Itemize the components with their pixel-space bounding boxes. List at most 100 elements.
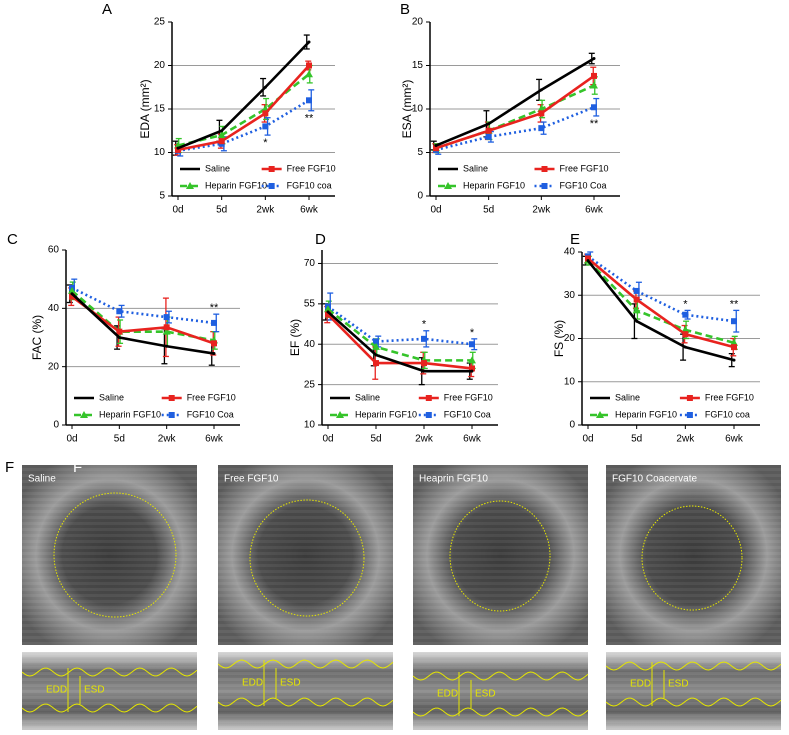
mmode-label: ESD: [280, 678, 301, 689]
marker: [374, 353, 378, 357]
marker: [80, 411, 88, 418]
marker: [591, 104, 597, 111]
marker: [421, 360, 427, 367]
marker: [163, 324, 170, 331]
y-tick-label: 40: [304, 339, 316, 350]
marker: [635, 319, 639, 323]
y-tick-label: 20: [154, 60, 166, 71]
marker: [168, 412, 175, 418]
marker: [433, 145, 439, 152]
legend-label: Saline: [205, 163, 230, 173]
panel-label: F: [5, 459, 14, 476]
annotation: *: [422, 319, 427, 331]
marker: [117, 336, 121, 339]
marker: [586, 259, 590, 263]
x-tick-label: 0d: [322, 434, 333, 445]
mmode-texture: [22, 652, 197, 730]
y-tick-label: 5: [417, 147, 423, 158]
marker: [682, 331, 689, 338]
marker: [263, 85, 267, 89]
series-line: [177, 99, 310, 153]
legend-label: FGF10 Coa: [187, 409, 234, 419]
panel-label: C: [7, 231, 18, 248]
marker: [591, 72, 597, 79]
y-tick-label: 10: [412, 104, 424, 115]
x-tick-label: 6wk: [205, 434, 224, 445]
y-tick-label: 25: [154, 17, 166, 28]
marker: [422, 369, 426, 373]
x-tick-label: 2wk: [256, 205, 275, 216]
marker: [268, 166, 275, 172]
marker: [683, 345, 687, 349]
series-line: [587, 257, 735, 349]
mmode-label: ESD: [84, 685, 105, 696]
legend-label: Saline: [99, 392, 124, 402]
mmode-wall: [605, 697, 782, 707]
x-tick-label: 0d: [582, 434, 593, 445]
legend-label: Free FGF10: [187, 392, 236, 402]
lv-outline: [53, 492, 177, 618]
mmode-texture: [218, 652, 393, 730]
marker: [596, 411, 604, 418]
x-tick-label: 0d: [66, 434, 77, 445]
mmode-wall: [412, 671, 589, 681]
echo-texture: [413, 465, 588, 645]
mmode-label: ESD: [475, 689, 496, 700]
legend-label: Heparin FGF10: [99, 409, 161, 419]
y-tick-label: 70: [304, 258, 316, 269]
marker: [163, 314, 170, 321]
y-tick-label: 0: [417, 191, 423, 202]
y-tick-label: 20: [412, 17, 424, 28]
mmode-label: ESD: [668, 679, 689, 690]
y-tick-label: 30: [564, 290, 576, 301]
mmode-texture: [413, 652, 588, 730]
marker: [211, 340, 217, 347]
series-line: [71, 286, 215, 325]
marker: [731, 344, 737, 351]
x-tick-label: 6wk: [463, 434, 482, 445]
x-tick-label: 5d: [370, 434, 381, 445]
marker: [305, 70, 313, 78]
image-label: Heaprin FGF10: [419, 474, 488, 485]
panel-label-overlay: F: [73, 459, 82, 476]
marker: [175, 146, 181, 153]
image-label: FGF10 Coacervate: [612, 474, 697, 485]
legend-label: Saline: [463, 163, 488, 173]
mmode-wall: [605, 661, 782, 671]
marker: [632, 306, 641, 314]
legend-label: Heparin FGF10: [205, 180, 267, 190]
y-axis-label: ESA (mm²): [400, 80, 414, 139]
marker: [444, 182, 452, 189]
x-tick-label: 2wk: [158, 434, 177, 445]
panel-label: E: [570, 231, 580, 248]
series-line: [587, 259, 735, 345]
marker: [541, 166, 548, 172]
marker: [68, 286, 76, 294]
y-tick-label: 20: [48, 361, 60, 372]
marker: [539, 88, 543, 92]
marker: [470, 369, 474, 373]
y-tick-label: 40: [48, 303, 60, 314]
y-tick-label: 5: [159, 191, 165, 202]
y-tick-label: 15: [154, 104, 166, 115]
y-tick-label: 55: [304, 298, 316, 309]
panel-label: A: [102, 1, 112, 18]
annotation: **: [730, 298, 739, 310]
x-tick-label: 2wk: [532, 205, 551, 216]
y-axis-label: EDA (mm²): [138, 79, 152, 138]
mmode-wall: [217, 697, 394, 707]
echo-texture: [218, 465, 393, 645]
legend-label: FGF10 Coa: [560, 180, 607, 190]
annotation: **: [305, 113, 314, 125]
marker: [487, 122, 491, 126]
mmode-label: EDD: [437, 689, 458, 700]
marker: [541, 183, 548, 189]
image-label: Free FGF10: [224, 474, 279, 485]
series-line: [71, 292, 215, 355]
x-tick-label: 2wk: [676, 434, 695, 445]
marker: [307, 40, 311, 44]
marker: [306, 62, 312, 69]
y-tick-label: 20: [564, 333, 576, 344]
marker: [69, 293, 75, 300]
